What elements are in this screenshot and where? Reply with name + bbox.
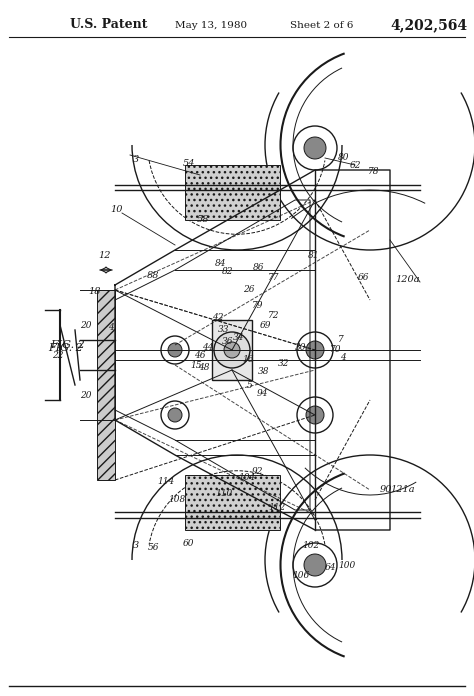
Text: 48: 48: [198, 363, 210, 372]
Text: 56: 56: [148, 544, 159, 553]
Text: 36: 36: [222, 338, 234, 347]
Text: 72: 72: [268, 310, 280, 319]
Text: U.S. Patent: U.S. Patent: [70, 19, 147, 31]
Circle shape: [304, 137, 326, 159]
Text: 92: 92: [252, 468, 264, 477]
Text: 12: 12: [98, 251, 110, 260]
Text: 3: 3: [133, 541, 139, 550]
Text: 108: 108: [168, 496, 185, 505]
Text: 20: 20: [80, 390, 91, 400]
Text: 79: 79: [252, 301, 264, 310]
Text: 3: 3: [133, 155, 139, 164]
Text: 86: 86: [253, 264, 264, 273]
Text: 94: 94: [257, 388, 268, 397]
Text: 16: 16: [242, 356, 254, 365]
Text: 112: 112: [268, 503, 285, 512]
Text: 78: 78: [368, 168, 380, 177]
Circle shape: [224, 342, 240, 358]
Text: 7: 7: [338, 335, 344, 345]
Bar: [97, 290, 115, 480]
Text: 66: 66: [358, 274, 370, 283]
Text: 114: 114: [157, 477, 174, 487]
Text: 54: 54: [183, 159, 195, 168]
Text: 46: 46: [194, 351, 206, 361]
Text: 22: 22: [52, 351, 64, 361]
Text: 64: 64: [325, 564, 337, 573]
Text: 33: 33: [218, 326, 229, 335]
Text: 81: 81: [308, 251, 319, 260]
Text: 18: 18: [88, 287, 100, 296]
Text: 4: 4: [340, 352, 346, 361]
Text: 62: 62: [350, 161, 362, 170]
Text: 42: 42: [212, 313, 224, 322]
Text: 5: 5: [247, 381, 253, 390]
Circle shape: [306, 341, 324, 359]
Text: 60: 60: [183, 539, 194, 548]
Text: FIG. 2: FIG. 2: [48, 343, 83, 353]
Text: 120a: 120a: [395, 276, 419, 285]
Text: FIG. 2: FIG. 2: [50, 340, 85, 350]
Text: May 13, 1980: May 13, 1980: [175, 20, 247, 29]
Circle shape: [168, 343, 182, 357]
Text: 32: 32: [278, 358, 290, 367]
Text: 26: 26: [243, 285, 255, 294]
Text: 44: 44: [202, 344, 213, 352]
Text: 90: 90: [380, 486, 392, 494]
Text: 34: 34: [233, 333, 245, 342]
Text: 80: 80: [338, 154, 349, 162]
Text: 38: 38: [258, 367, 270, 377]
Text: 104: 104: [238, 473, 255, 482]
Text: 84: 84: [215, 258, 227, 267]
Text: 69: 69: [260, 322, 272, 331]
Circle shape: [306, 406, 324, 424]
Text: 30: 30: [295, 344, 307, 352]
Bar: [212, 320, 252, 380]
Text: 77: 77: [268, 274, 280, 283]
Text: 4,202,564: 4,202,564: [390, 18, 467, 32]
Text: 110: 110: [215, 489, 232, 498]
Text: 4: 4: [108, 324, 114, 333]
Circle shape: [168, 408, 182, 422]
Text: 58: 58: [197, 216, 210, 225]
Text: 15: 15: [190, 361, 201, 370]
Text: 82: 82: [222, 267, 234, 276]
Text: 102: 102: [302, 541, 319, 550]
Bar: [185, 165, 280, 220]
Circle shape: [214, 332, 250, 368]
Text: Sheet 2 of 6: Sheet 2 of 6: [290, 20, 354, 29]
Text: 106: 106: [292, 571, 309, 580]
Text: 88: 88: [147, 271, 159, 280]
Text: 70: 70: [330, 345, 341, 354]
Text: 100: 100: [338, 560, 355, 569]
Text: 20: 20: [80, 320, 91, 329]
Circle shape: [304, 554, 326, 576]
Text: 10: 10: [110, 205, 122, 214]
Text: 121a: 121a: [390, 486, 415, 494]
Bar: [185, 475, 280, 530]
